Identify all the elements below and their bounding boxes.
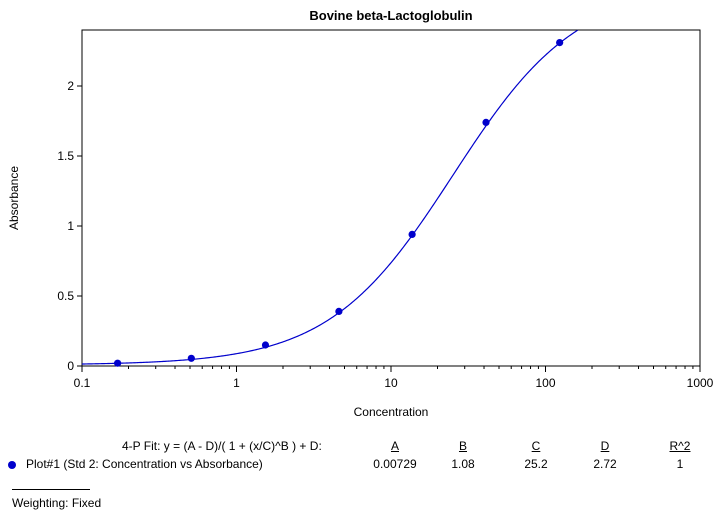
x-tick-label: 1000 [687,376,714,390]
fit-value-r2: 1 [676,457,684,471]
fit-header-b: B [458,439,467,453]
weighting-divider [12,489,90,490]
chart: Bovine beta-Lactoglobulin 0 0.5 1 1.5 2 0.1 1… [7,8,714,419]
y-tick-label: 1 [67,219,74,233]
data-point [556,39,564,47]
y-tick-label: 0 [67,359,74,373]
fit-header-d: D [600,439,610,453]
x-axis-ticks: 0.1 1 10 100 1000 [74,366,714,390]
weighting-label: Weighting: Fixed [12,496,102,510]
fit-header-c: C [531,439,541,453]
x-tick-label: 100 [535,376,555,390]
x-tick-label: 10 [384,376,398,390]
y-tick-label: 2 [67,79,74,93]
fit-equation: 4-P Fit: y = (A - D)/( 1 + (x/C)^B ) + D… [122,439,322,453]
data-point [335,307,343,315]
x-tick-label: 1 [233,376,240,390]
fit-value-d: 2.72 [593,457,617,471]
data-point [261,341,270,349]
y-tick-label: 1.5 [57,149,74,163]
fit-value-c: 25.2 [524,457,548,471]
data-point [114,359,122,367]
y-axis-ticks: 0 0.5 1 1.5 2 [57,79,82,373]
plot-area [81,29,701,367]
fit-value-a: 0.00729 [373,457,417,471]
data-point [408,230,416,238]
fit-value-b: 1.08 [451,457,475,471]
fit-header-r2: R^2 [669,439,691,453]
fit-header-a: A [390,439,399,453]
chart-title: Bovine beta-Lactoglobulin [309,8,472,23]
x-axis-label: Concentration [354,405,429,419]
data-points [114,39,564,367]
fit-curve [81,29,578,365]
y-tick-label: 0.5 [57,289,74,303]
legend-label: Plot#1 (Std 2: Concentration vs Absorban… [26,457,263,471]
legend-marker [8,461,16,469]
x-tick-label: 0.1 [74,376,91,390]
y-axis-label: Absorbance [7,166,21,230]
data-point [187,354,195,362]
fit-results-table: 4-P Fit: y = (A - D)/( 1 + (x/C)^B ) + D… [0,436,714,476]
data-point [482,118,490,126]
